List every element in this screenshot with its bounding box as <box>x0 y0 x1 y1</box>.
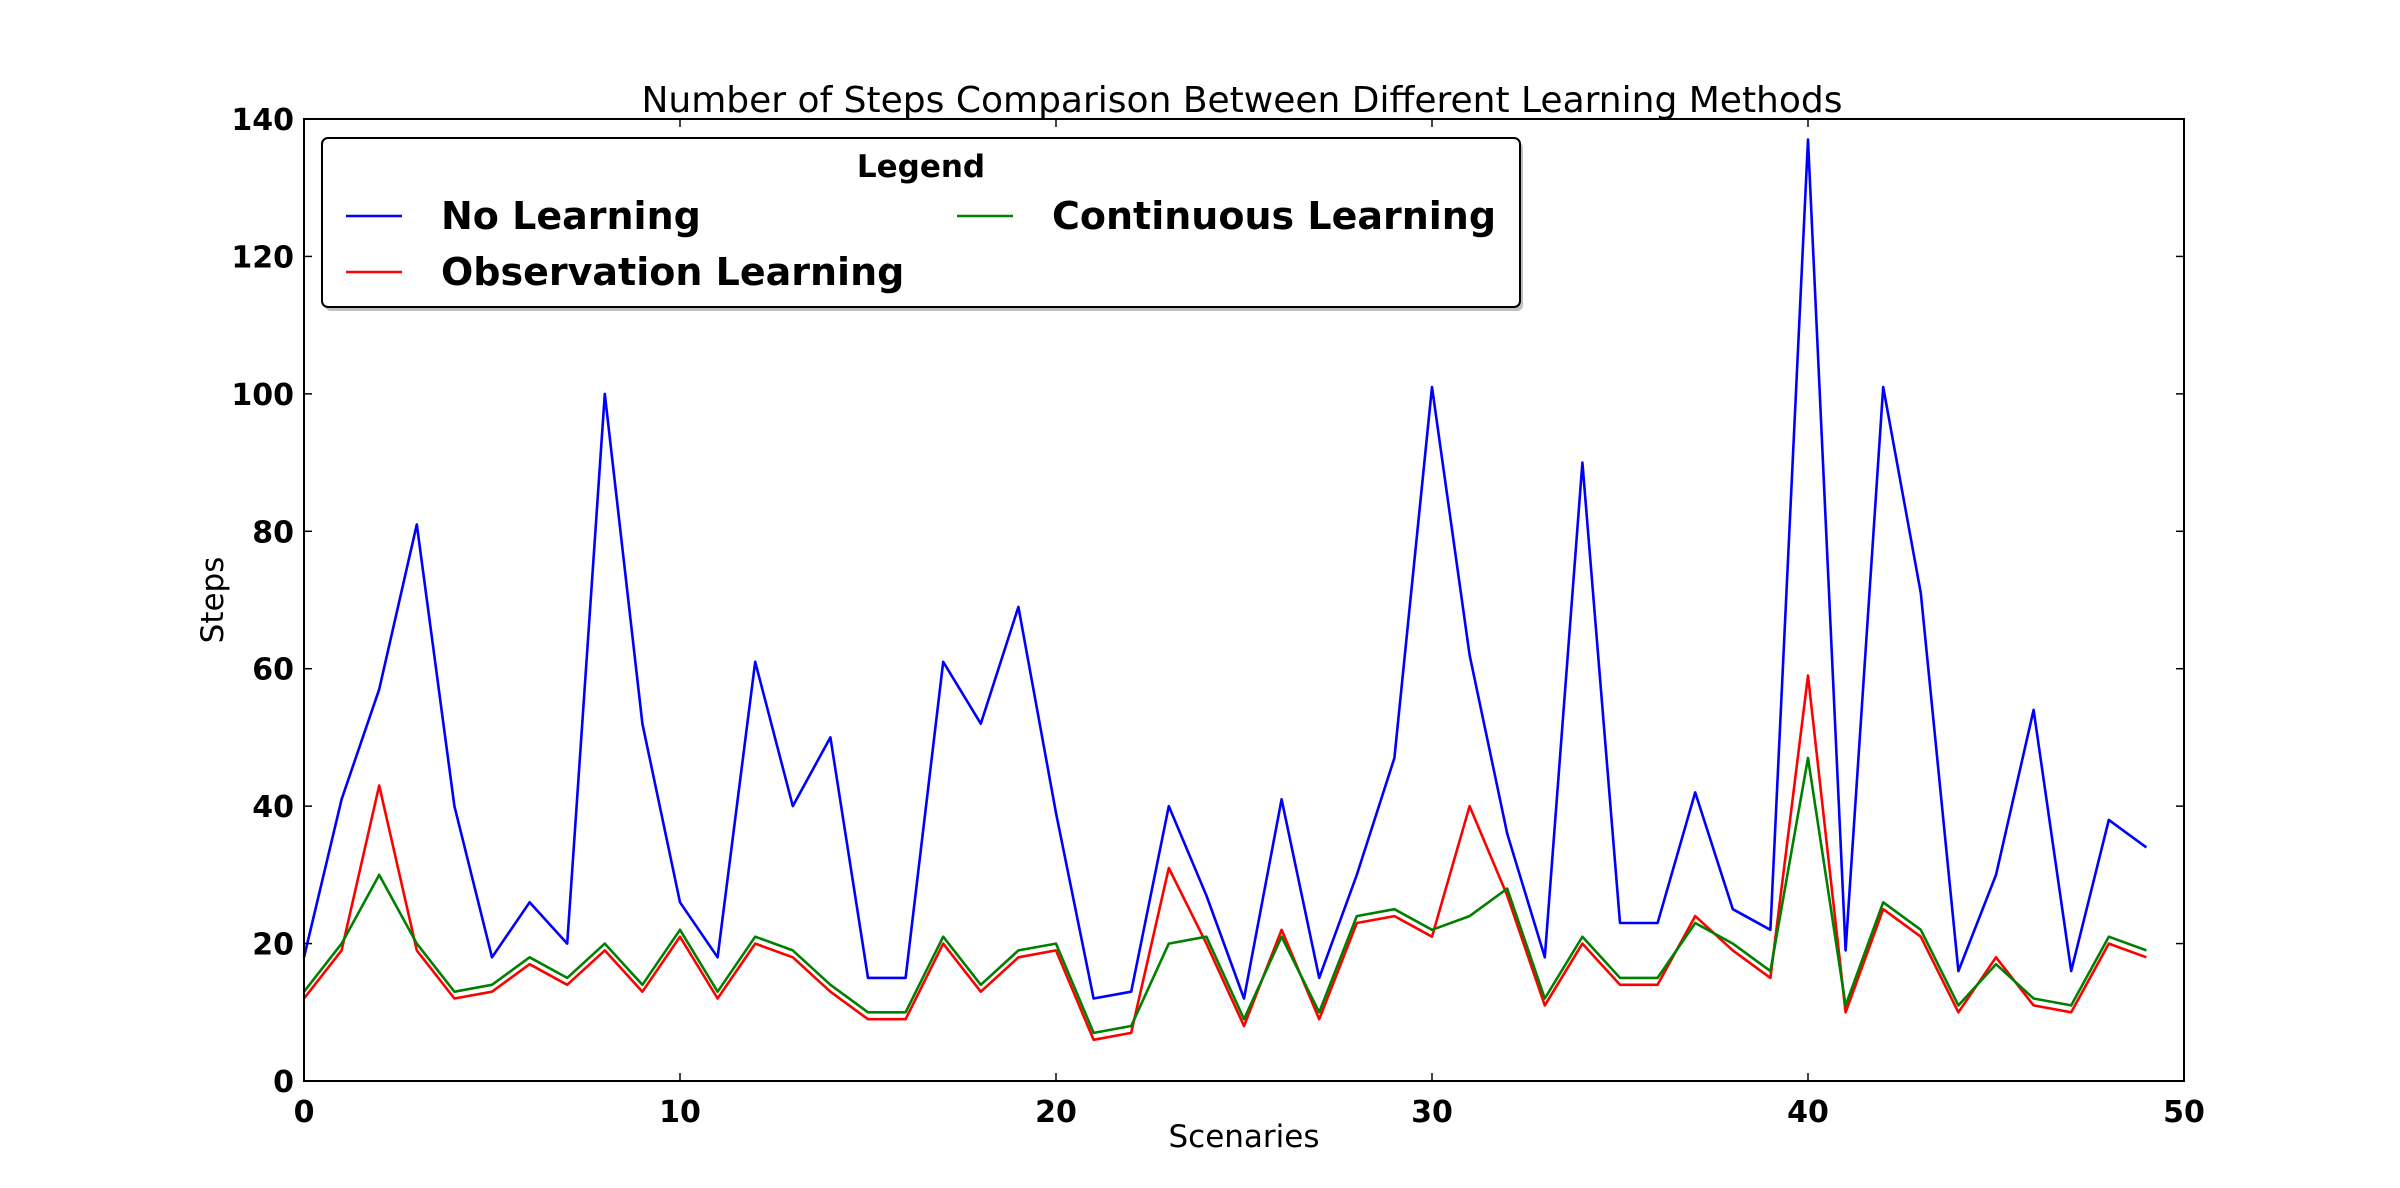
x-tick-label: 0 <box>294 1095 315 1130</box>
y-axis: 0 20 40 60 80 100 120 140 <box>231 103 2184 1100</box>
y-tick-label: 0 <box>273 1065 294 1100</box>
legend: Legend No Learning Observation Learning Co… <box>321 137 1523 311</box>
legend-label-no-learning: No Learning <box>441 194 701 238</box>
y-tick-label: 100 <box>231 378 294 413</box>
plot-frame <box>303 118 2185 1082</box>
series-line-no-learning <box>302 138 2148 1000</box>
y-tick-label: 140 <box>231 103 294 138</box>
y-tick-label: 80 <box>252 515 294 550</box>
y-axis-label: Steps <box>195 557 231 644</box>
legend-box <box>321 137 1521 308</box>
legend-entries: No Learning Observation Learning Continuou… <box>346 194 1496 294</box>
series-line-continuous-learning <box>302 756 2147 1035</box>
y-tick-label: 60 <box>252 653 294 688</box>
legend-label-observation-learning: Observation Learning <box>441 250 904 294</box>
y-tick-label: 20 <box>252 928 294 963</box>
legend-title: Legend <box>857 149 985 185</box>
x-axis: 0 10 20 30 40 50 <box>294 119 2205 1130</box>
x-tick-label: 40 <box>1787 1095 1829 1130</box>
y-tick-label: 120 <box>231 240 294 275</box>
x-axis-label: Scenaries <box>1168 1119 1319 1155</box>
plot-lines <box>302 138 2148 1042</box>
x-tick-label: 30 <box>1411 1095 1453 1130</box>
x-tick-label: 50 <box>2163 1095 2205 1130</box>
x-tick-label: 20 <box>1035 1095 1077 1130</box>
series-line-observation-learning <box>302 674 2147 1042</box>
legend-label-continuous-learning: Continuous Learning <box>1052 194 1496 238</box>
y-tick-label: 40 <box>252 790 294 825</box>
x-tick-label: 10 <box>659 1095 701 1130</box>
chart-title: Number of Steps Comparison Between Diffe… <box>641 80 1842 121</box>
